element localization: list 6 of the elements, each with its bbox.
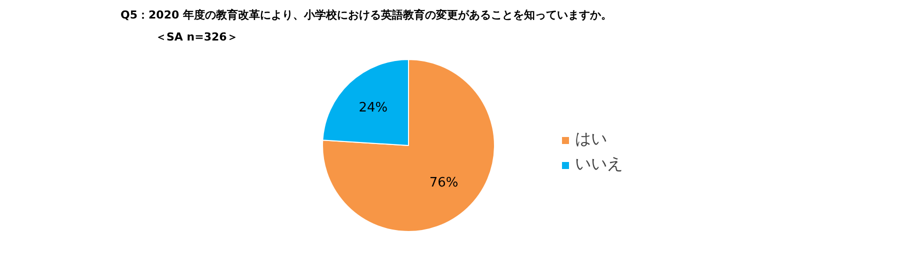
legend-label: いいえ [575,154,623,175]
legend-label: はい [575,129,607,150]
data-label: 24% [358,100,388,116]
chart-title: Q5：2020 年度の教育改革により、小学校における英語教育の変更があることを知っていますか。 [120,8,612,22]
text: ＜SA n=326＞ [156,30,238,44]
data-label: 76% [429,176,458,191]
